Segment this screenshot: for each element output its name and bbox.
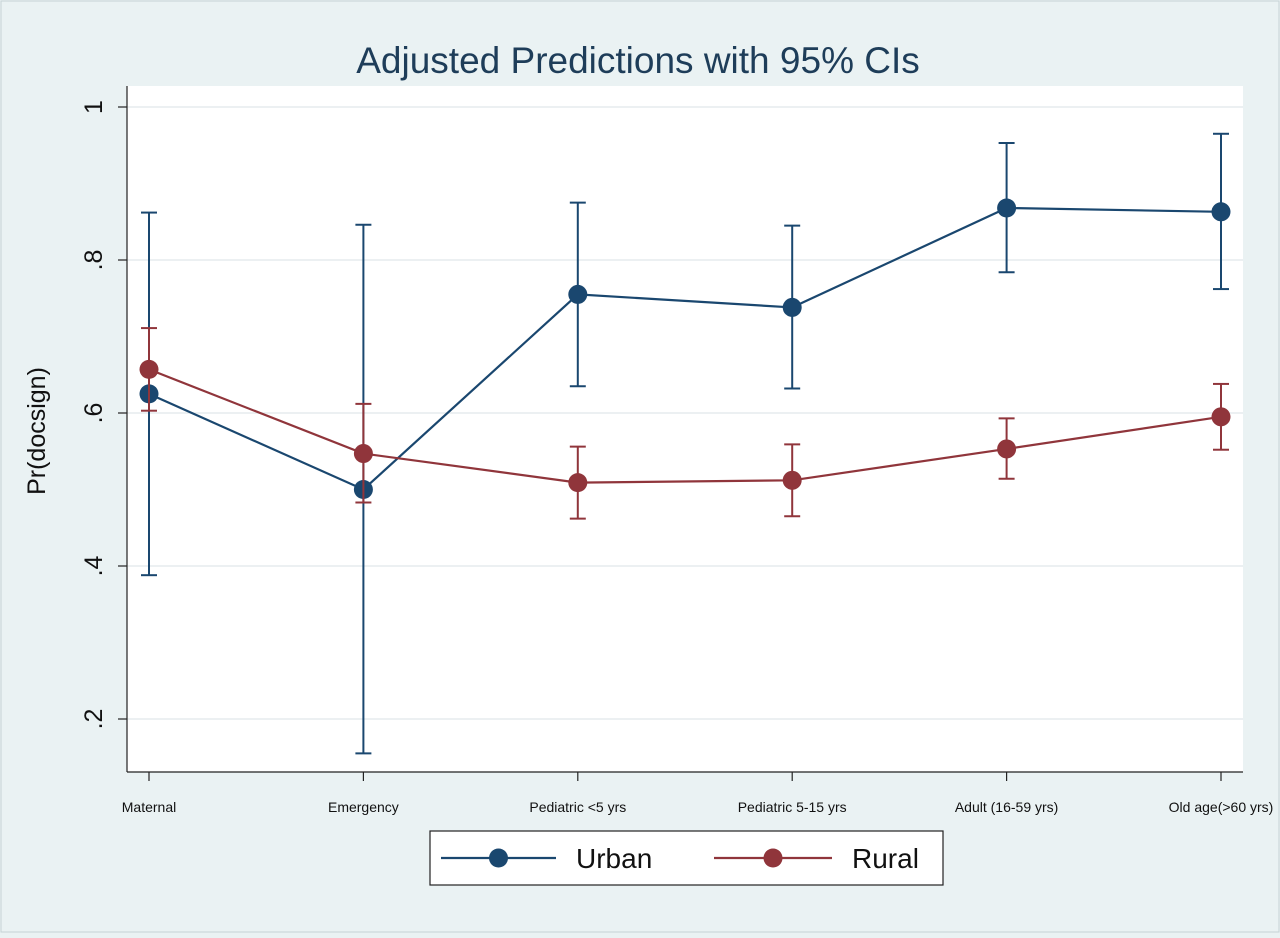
y-tick-label: .8 [80,250,108,271]
plot-area [127,86,1243,772]
data-point [997,198,1017,218]
y-tick-label: 1 [80,100,108,114]
x-tick-label: Old age(>60 yrs) [1169,799,1274,815]
data-point [139,359,159,379]
series-line [148,206,1222,491]
x-tick-label: Emergency [328,799,399,815]
x-tick-label: Adult (16-59 yrs) [955,799,1058,815]
data-point [1211,202,1231,222]
data-point [1211,407,1231,427]
legend-marker-urban [489,848,508,868]
data-point [568,284,588,304]
legend-marker-rural [763,848,783,868]
x-tick-label: Pediatric 5-15 yrs [738,799,847,815]
legend-label-urban: Urban [576,843,652,874]
data-point [568,473,588,493]
y-tick-label: .4 [80,555,108,576]
x-tick-label: Maternal [122,799,176,815]
data-point [353,444,373,464]
series-rural [139,327,1231,520]
y-tick-label: .6 [80,403,108,424]
y-tick-label: .2 [80,709,108,730]
legend-label-rural: Rural [852,843,919,874]
data-point [997,439,1017,459]
data-point [782,470,802,490]
x-tick-label: Pediatric <5 yrs [529,799,626,815]
series-line [148,368,1222,484]
data-point [782,297,802,317]
chart-title: Adjusted Predictions with 95% CIs [356,40,920,81]
y-axis-label: Pr(docsign) [23,367,51,495]
